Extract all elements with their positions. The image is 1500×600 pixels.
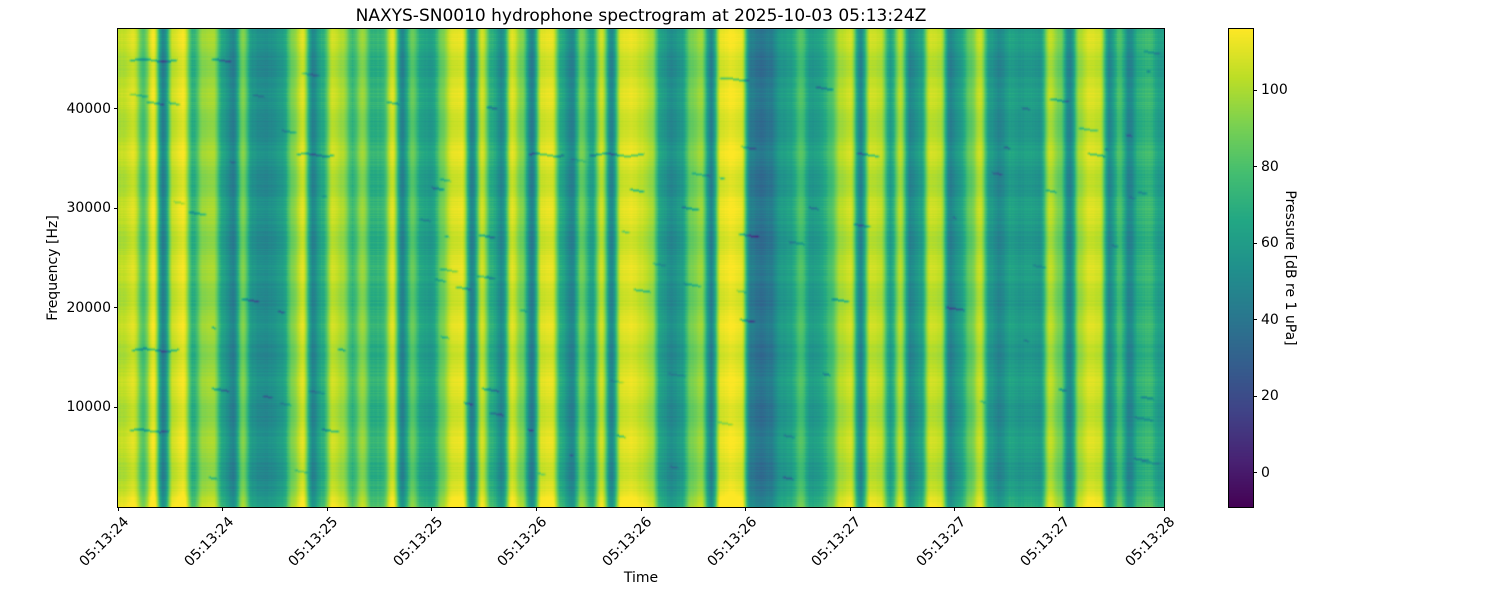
- x-axis-tick-label: 05:13:25: [285, 514, 342, 570]
- colorbar: [1228, 28, 1254, 508]
- x-axis-tick: [222, 507, 224, 511]
- x-axis-tick-label: 05:13:26: [494, 514, 551, 570]
- colorbar-tick-label: 60: [1261, 235, 1279, 252]
- x-axis-tick-label: 05:13:28: [1122, 514, 1179, 570]
- x-axis-tick-label: 05:13:24: [76, 514, 133, 570]
- x-axis-tick: [745, 507, 747, 511]
- x-axis-tick-label: 05:13:25: [390, 514, 447, 570]
- y-axis-tick-label: 20000: [66, 299, 111, 316]
- colorbar-tick: [1253, 242, 1257, 244]
- y-axis-tick: [114, 108, 118, 110]
- colorbar-tick: [1253, 395, 1257, 397]
- x-axis-tick: [535, 507, 537, 511]
- y-axis-tick: [114, 307, 118, 309]
- x-axis-tick-label: 05:13:26: [599, 514, 656, 570]
- x-axis-tick: [117, 507, 119, 511]
- plot-area: [117, 28, 1165, 508]
- spectrogram-canvas: [118, 29, 1164, 507]
- colorbar-tick: [1253, 472, 1257, 474]
- colorbar-tick: [1253, 319, 1257, 321]
- y-axis-tick-label: 30000: [66, 200, 111, 217]
- colorbar-tick-label: 0: [1261, 464, 1270, 481]
- x-axis-tick: [326, 507, 328, 511]
- x-axis-tick: [954, 507, 956, 511]
- y-axis-tick: [114, 207, 118, 209]
- colorbar-tick-label: 100: [1261, 82, 1288, 99]
- y-axis-tick-label: 10000: [66, 399, 111, 416]
- x-axis-tick: [1163, 507, 1165, 511]
- x-axis-tick: [431, 507, 433, 511]
- y-axis-tick-label: 40000: [66, 100, 111, 117]
- x-axis-tick-label: 05:13:27: [1017, 514, 1074, 570]
- colorbar-tick-label: 40: [1261, 311, 1279, 328]
- x-axis-tick: [640, 507, 642, 511]
- x-axis-tick-label: 05:13:24: [181, 514, 237, 570]
- plot-title: NAXYS-SN0010 hydrophone spectrogram at 2…: [355, 6, 927, 26]
- x-axis-label: Time: [623, 570, 659, 586]
- colorbar-tick-label: 20: [1261, 388, 1279, 405]
- colorbar-canvas: [1229, 29, 1253, 507]
- colorbar-tick: [1253, 89, 1257, 91]
- x-axis-tick-label: 05:13:27: [808, 514, 865, 570]
- colorbar-tick: [1253, 166, 1257, 168]
- colorbar-label: Pressure [dB re 1 uPa]: [1282, 190, 1298, 346]
- x-axis-tick-label: 05:13:26: [704, 514, 760, 570]
- y-axis-tick: [114, 406, 118, 408]
- y-axis-label: Frequency [Hz]: [45, 215, 61, 321]
- x-axis-tick: [1058, 507, 1060, 511]
- x-axis-tick: [849, 507, 851, 511]
- colorbar-tick-label: 80: [1261, 158, 1279, 175]
- x-axis-tick-label: 05:13:27: [913, 514, 970, 570]
